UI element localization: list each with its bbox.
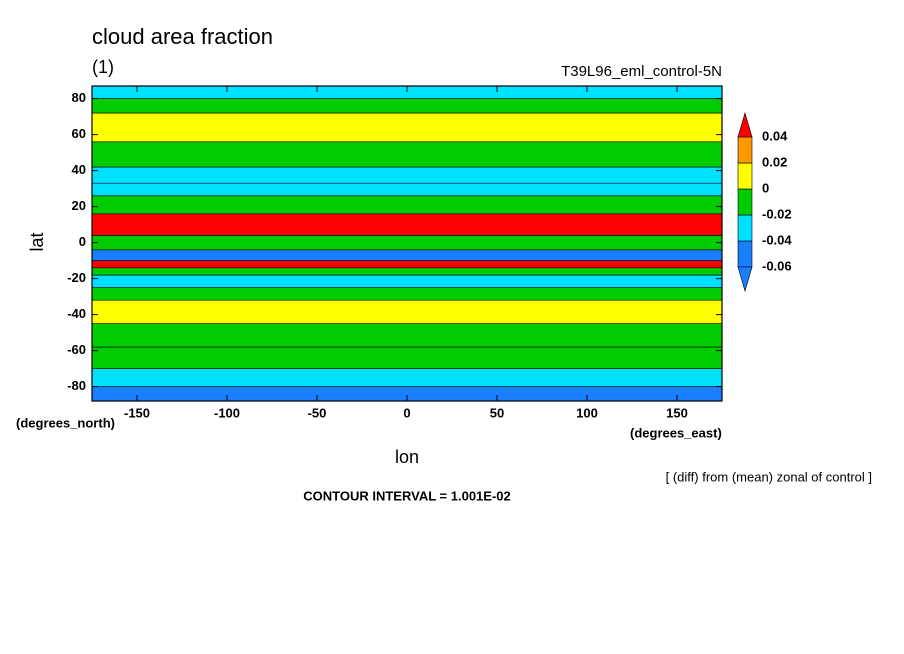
y-tick-label: -20 — [67, 270, 86, 285]
band — [91, 235, 723, 251]
colorbar-box — [737, 214, 753, 242]
x-tick-label: -150 — [124, 405, 150, 420]
plot-area — [91, 85, 723, 402]
y-tick-label: 20 — [72, 198, 86, 213]
colorbar-label: -0.06 — [762, 258, 792, 273]
y-tick-label: 40 — [72, 162, 86, 177]
band — [91, 182, 723, 197]
x-units: (degrees_east) — [630, 425, 722, 440]
colorbar-box — [737, 136, 753, 164]
y-axis-label: lat — [27, 232, 47, 251]
band — [91, 299, 723, 324]
x-tick-label: 50 — [490, 405, 504, 420]
colorbar-extend-high — [737, 111, 753, 138]
band — [91, 166, 723, 184]
colorbar-box — [737, 162, 753, 190]
colorbar-box — [737, 188, 753, 216]
band — [91, 249, 723, 261]
colorbar-box — [737, 240, 753, 268]
colorbar-label: -0.04 — [762, 232, 792, 247]
band — [91, 368, 723, 387]
y-tick-label: -60 — [67, 342, 86, 357]
y-units: (degrees_north) — [16, 415, 115, 430]
band — [91, 323, 723, 348]
annotation: [ (diff) from (mean) zonal of control ] — [666, 469, 872, 484]
band — [91, 141, 723, 168]
dataset-label: T39L96_eml_control-5N — [561, 63, 722, 80]
colorbar-label: 0.04 — [762, 128, 788, 143]
y-tick-label: -80 — [67, 378, 86, 393]
band — [91, 213, 723, 236]
x-tick-label: -100 — [214, 405, 240, 420]
contour-note: CONTOUR INTERVAL = 1.001E-02 — [303, 488, 510, 503]
band — [91, 267, 723, 276]
band — [91, 260, 723, 269]
band — [91, 195, 723, 215]
y-tick-label: 60 — [72, 126, 86, 141]
colorbar-extend-low — [737, 266, 753, 293]
colorbar-label: -0.02 — [762, 206, 792, 221]
x-tick-label: -50 — [308, 405, 327, 420]
y-tick-label: -40 — [67, 306, 86, 321]
band — [91, 274, 723, 288]
chart-title: cloud area fraction — [92, 24, 273, 49]
band — [91, 98, 723, 114]
colorbar-label: 0 — [762, 180, 769, 195]
band — [91, 112, 723, 143]
x-tick-label: 150 — [666, 405, 688, 420]
band — [91, 346, 723, 369]
y-tick-label: 80 — [72, 90, 86, 105]
colorbar: -0.06 -0.04 -0.02 0 0.02 0.04 — [737, 111, 792, 293]
x-tick-label: 0 — [403, 405, 410, 420]
band — [91, 287, 723, 301]
x-tick-label: 100 — [576, 405, 598, 420]
x-axis-label: lon — [395, 447, 419, 467]
y-tick-label: 0 — [79, 234, 86, 249]
chart-subtitle: (1) — [92, 57, 114, 77]
colorbar-label: 0.02 — [762, 154, 787, 169]
